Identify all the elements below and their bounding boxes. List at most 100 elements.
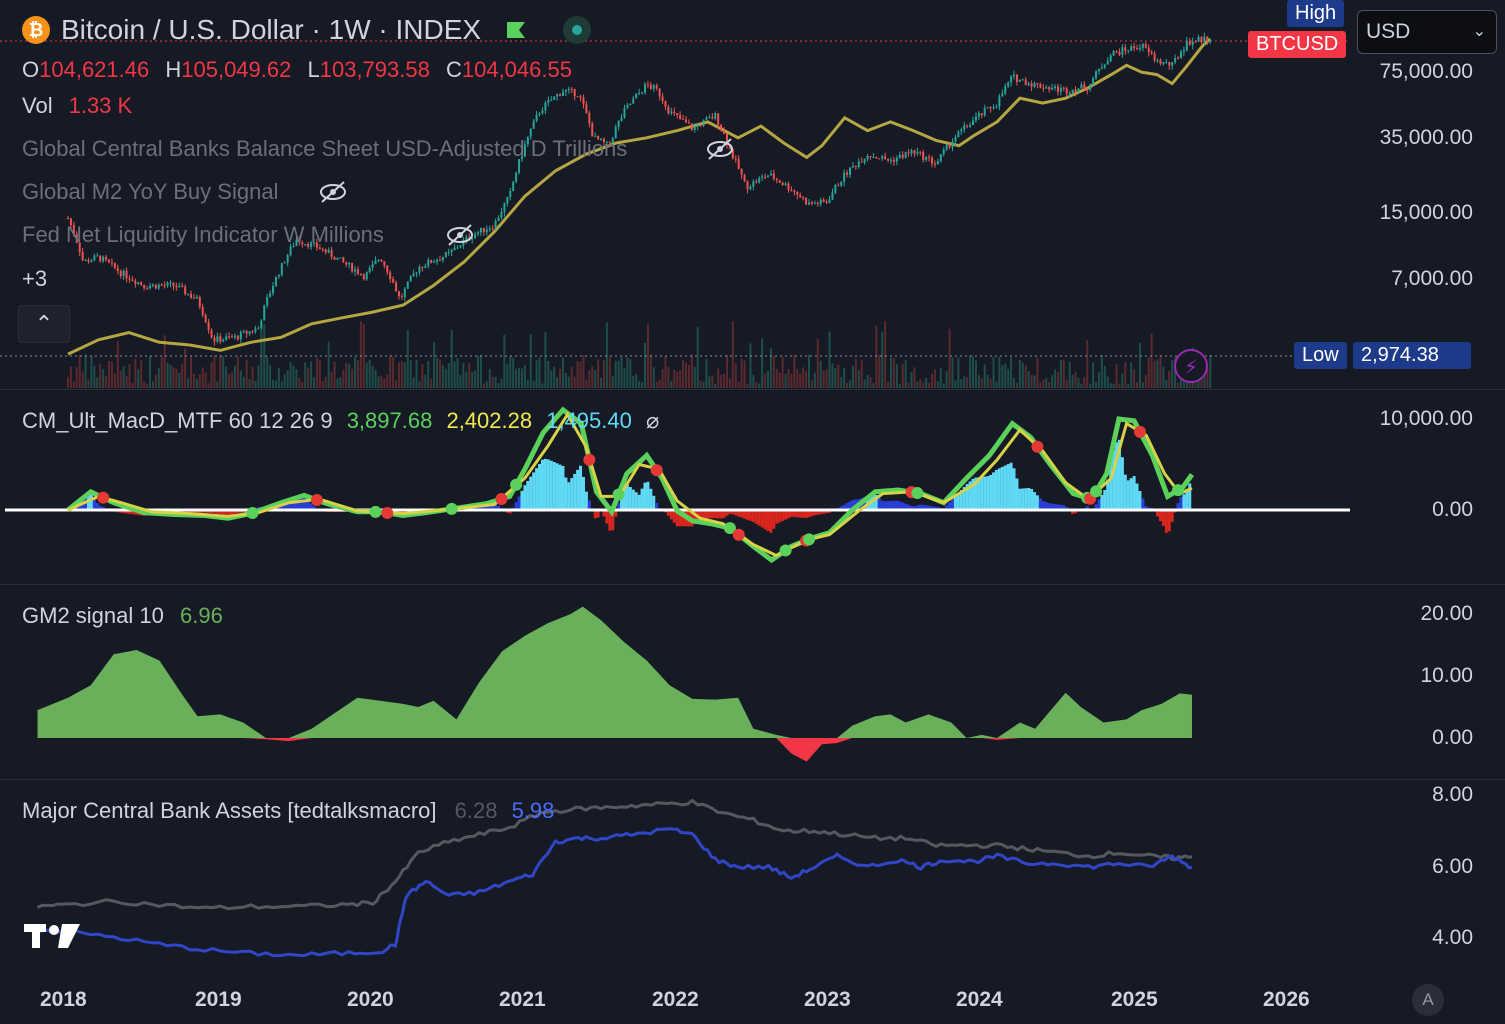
candle-body — [1197, 36, 1200, 42]
tradingview-logo-icon[interactable] — [24, 920, 84, 952]
volume-bar — [315, 357, 318, 388]
macd-histogram-bar — [309, 503, 313, 510]
price-axis-tick: 35,000.00 — [1379, 126, 1473, 149]
collapse-legend-button[interactable]: ⌃ — [18, 305, 70, 343]
eye-hidden-icon[interactable] — [318, 179, 348, 205]
macd-cross-dot — [612, 488, 625, 501]
pane-separator[interactable] — [0, 584, 1505, 585]
flag-icon[interactable] — [505, 20, 527, 40]
macd-histogram-bar — [880, 500, 884, 510]
candle-body — [242, 331, 245, 333]
volume-legend[interactable]: Vol 1.33 K — [22, 93, 133, 118]
candle-body — [764, 176, 767, 178]
macd-histogram-bar — [1015, 478, 1019, 510]
indicator-legend-balance-sheet[interactable]: Global Central Banks Balance Sheet USD-A… — [22, 136, 628, 161]
volume-bar — [251, 366, 254, 388]
auto-scale-button[interactable]: A — [1412, 984, 1444, 1016]
candle-body — [772, 173, 775, 179]
macd-histogram-bar — [666, 510, 670, 516]
volume-bar — [872, 383, 875, 388]
lightning-icon[interactable]: ⚡ — [1174, 349, 1208, 383]
candle-body — [307, 244, 310, 247]
volume-bar — [772, 355, 775, 388]
symbol-title[interactable]: Bitcoin / U.S. Dollar · 1W · INDEX — [61, 14, 482, 45]
volume-bar — [1045, 378, 1048, 388]
candle-body — [646, 84, 649, 86]
candle-body — [1089, 84, 1092, 90]
macd-histogram-bar — [312, 506, 316, 510]
candle-body — [693, 126, 696, 130]
candle-body — [972, 120, 975, 126]
volume-bar — [108, 361, 111, 388]
volume-bar — [90, 356, 93, 388]
volume-bar — [345, 362, 348, 388]
volume-bar — [1068, 361, 1071, 388]
macd-histogram — [69, 439, 1192, 533]
volume-bar — [980, 378, 983, 388]
volume-bar — [260, 328, 263, 388]
candle-body — [1156, 59, 1159, 61]
indicator-legend-fed-liquidity[interactable]: Fed Net Liquidity Indicator W Millions — [22, 222, 384, 247]
volume-bar — [907, 382, 910, 388]
candle-body — [1056, 86, 1059, 92]
symbol-price-tag: BTCUSD — [1248, 31, 1347, 58]
volume-bar — [96, 377, 99, 388]
candle-body — [851, 166, 854, 168]
volume-bar — [611, 376, 614, 388]
volume-bar — [728, 377, 731, 388]
eye-hidden-icon[interactable] — [705, 136, 735, 162]
volume-bar — [1039, 382, 1042, 388]
candle-body — [371, 263, 374, 268]
volume-bar — [1083, 377, 1086, 388]
more-indicators-count[interactable]: +3 — [22, 266, 48, 291]
low-value-tag: 2,974.38 — [1353, 342, 1471, 369]
candle-body — [477, 232, 480, 235]
volume-bar — [1203, 367, 1206, 388]
gm2-legend[interactable]: GM2 signal 10 6.96 — [22, 603, 223, 628]
candle-body — [682, 118, 685, 120]
candle-body — [1112, 51, 1115, 56]
macd-histogram-bar — [1109, 459, 1113, 510]
candle-body — [87, 259, 90, 263]
price-axis-tick: 75,000.00 — [1379, 60, 1473, 83]
macd-histogram-bar — [778, 510, 782, 523]
candle-body — [1144, 44, 1147, 48]
indicator-legend-gm2[interactable]: Global M2 YoY Buy Signal — [22, 179, 279, 204]
macd-axis-tick: 10,000.00 — [1379, 407, 1473, 430]
macd-cross-dot — [1133, 425, 1146, 438]
volume-bar — [667, 366, 670, 388]
volume-bar — [708, 376, 711, 388]
candle-body — [1004, 86, 1007, 94]
volume-bar — [304, 362, 307, 388]
chevron-down-icon: ⌄ — [1472, 23, 1486, 40]
candle-body — [1042, 87, 1045, 89]
macd-cross-dots — [97, 425, 1185, 557]
volume-bar — [725, 354, 728, 388]
candle-body — [1074, 89, 1077, 93]
pane-separator[interactable] — [0, 779, 1505, 780]
volume-bar — [805, 371, 808, 388]
pane-separator[interactable] — [0, 389, 1505, 390]
volume-bar — [969, 355, 972, 388]
candle-body — [409, 276, 412, 282]
volume-bar — [720, 375, 723, 388]
eye-hidden-icon[interactable] — [445, 222, 475, 248]
volume-bar — [646, 324, 649, 388]
market-status-icon[interactable] — [563, 16, 591, 44]
macd-legend[interactable]: CM_Ult_MacD_MTF 60 12 26 9 3,897.68 2,40… — [22, 408, 660, 433]
volume-bar — [113, 373, 116, 388]
volume-bar — [605, 322, 608, 388]
cb-assets-legend[interactable]: Major Central Bank Assets [tedtalksmacro… — [22, 798, 555, 823]
candle-body — [535, 114, 538, 121]
candle-body — [1130, 46, 1133, 51]
candle-body — [233, 335, 236, 338]
macd-histogram-bar — [122, 510, 126, 514]
volume-bar — [257, 365, 260, 388]
candle-body — [860, 161, 863, 163]
candle-body — [187, 293, 190, 295]
macd-histogram-bar — [1053, 504, 1057, 510]
candle-body — [72, 225, 75, 235]
volume-bar — [781, 356, 784, 388]
currency-select[interactable]: USD ⌄ — [1357, 10, 1497, 54]
